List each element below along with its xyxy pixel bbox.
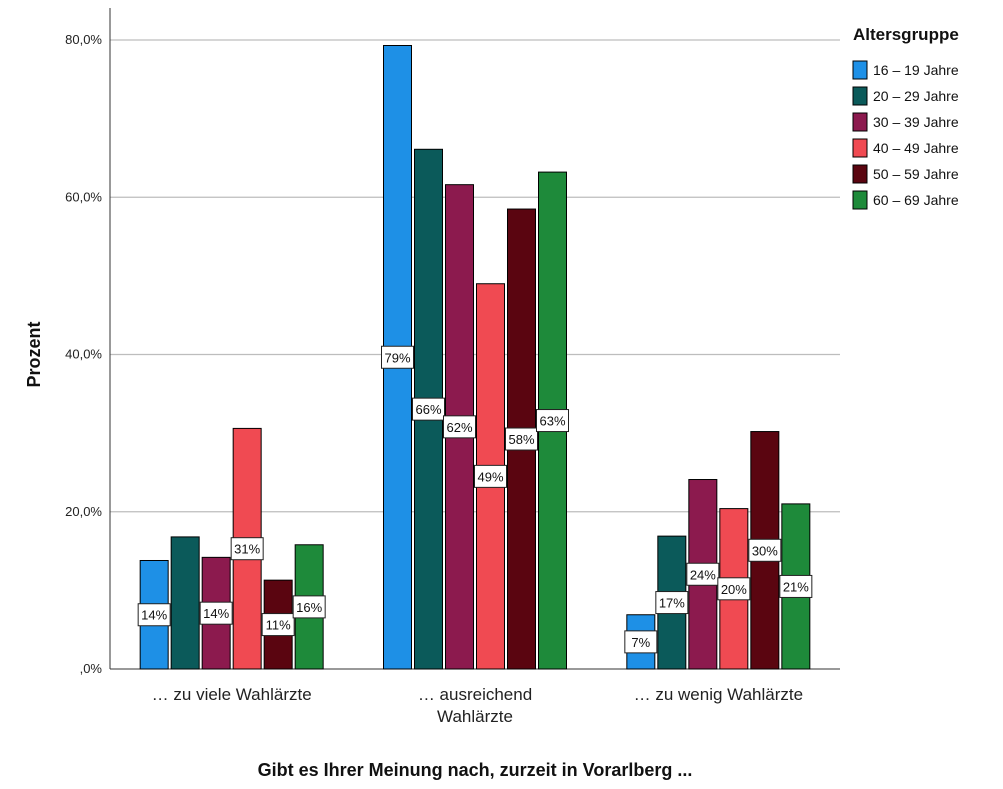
data-label: 11% bbox=[266, 618, 291, 633]
data-label-box bbox=[717, 577, 751, 601]
y-tick-label: 20,0% bbox=[65, 504, 102, 519]
data-label-box bbox=[536, 409, 569, 433]
x-axis-title: Gibt es Ihrer Meinung nach, zurzeit in V… bbox=[258, 760, 693, 780]
legend-title: Altersgruppe bbox=[853, 25, 959, 44]
legend-swatch bbox=[852, 138, 868, 158]
data-label: 58% bbox=[508, 432, 534, 447]
y-tick-label: ,0% bbox=[80, 661, 103, 676]
data-label-box bbox=[686, 562, 720, 586]
legend-swatch bbox=[852, 164, 868, 184]
data-label-box bbox=[505, 427, 538, 451]
legend-label: 16 – 19 Jahre bbox=[873, 62, 959, 78]
legend-label: 40 – 49 Jahre bbox=[873, 140, 959, 156]
data-label: 63% bbox=[539, 414, 565, 429]
data-label-box bbox=[381, 345, 414, 369]
data-label-box bbox=[655, 591, 689, 615]
y-tick-label: 40,0% bbox=[65, 347, 102, 362]
data-label-box bbox=[230, 537, 264, 561]
data-label-box bbox=[137, 603, 171, 627]
data-label: 14% bbox=[203, 606, 229, 621]
data-label-box bbox=[412, 397, 445, 421]
legend-label: 60 – 69 Jahre bbox=[873, 192, 959, 208]
legend-swatch bbox=[852, 60, 868, 80]
bar bbox=[170, 536, 200, 670]
legend-label: 20 – 29 Jahre bbox=[873, 88, 959, 104]
data-label-box bbox=[443, 415, 476, 439]
data-label: 21% bbox=[783, 579, 809, 594]
x-tick-label: … zu wenig Wahlärzte bbox=[634, 685, 803, 704]
data-label-box bbox=[779, 574, 813, 598]
data-label: 16% bbox=[296, 600, 322, 615]
data-label: 49% bbox=[477, 469, 503, 484]
data-label-box bbox=[261, 613, 295, 637]
data-label-box bbox=[474, 464, 507, 488]
x-tick-label: Wahlärzte bbox=[437, 707, 513, 726]
data-label: 7% bbox=[631, 635, 650, 650]
legend-label: 50 – 59 Jahre bbox=[873, 166, 959, 182]
y-axis-title: Prozent bbox=[24, 321, 44, 387]
x-tick-label: … ausreichend bbox=[418, 685, 532, 704]
data-label: 20% bbox=[721, 582, 747, 597]
data-label-box bbox=[748, 538, 782, 562]
data-label: 31% bbox=[234, 542, 260, 557]
y-tick-label: 60,0% bbox=[65, 189, 102, 204]
data-label: 24% bbox=[690, 567, 716, 582]
data-label: 14% bbox=[141, 608, 167, 623]
data-label: 30% bbox=[752, 543, 778, 558]
y-tick-label: 80,0% bbox=[65, 32, 102, 47]
legend-swatch bbox=[852, 112, 868, 132]
x-tick-label: … zu viele Wahlärzte bbox=[152, 685, 312, 704]
legend-label: 30 – 39 Jahre bbox=[873, 114, 959, 130]
data-label: 17% bbox=[659, 596, 685, 611]
data-label-box bbox=[292, 595, 326, 619]
data-label-box bbox=[624, 630, 658, 654]
data-label: 79% bbox=[384, 350, 410, 365]
legend-swatch bbox=[852, 190, 868, 210]
data-label-box bbox=[199, 601, 233, 625]
data-label: 66% bbox=[415, 402, 441, 417]
data-label: 62% bbox=[446, 420, 472, 435]
legend-swatch bbox=[852, 86, 868, 106]
